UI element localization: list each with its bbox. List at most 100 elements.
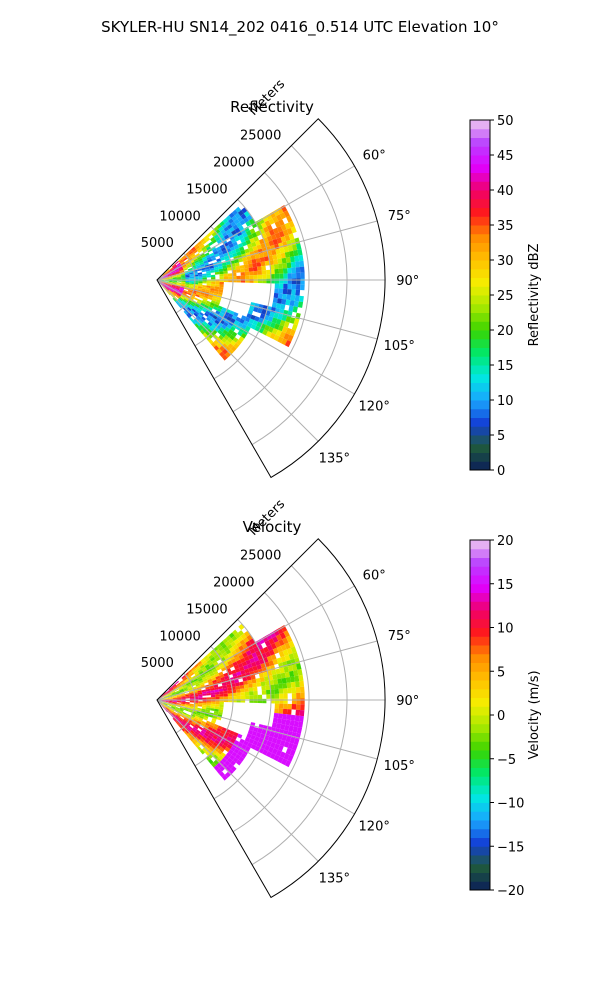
colorbar-tick-label: 40 xyxy=(497,184,514,199)
field-cell xyxy=(293,318,300,326)
field-cell xyxy=(265,651,271,658)
field-cell xyxy=(179,268,184,272)
colorbar-segment xyxy=(470,741,490,751)
field-cell xyxy=(285,736,292,743)
field-cell xyxy=(240,633,247,640)
colorbar-segment xyxy=(470,767,490,777)
field-cell xyxy=(186,263,191,267)
colorbar-segment xyxy=(470,216,490,226)
field-cell xyxy=(236,269,241,273)
field-cell xyxy=(181,696,186,698)
field-cell xyxy=(209,672,215,677)
field-cell xyxy=(195,683,201,687)
colorbar-tick-label: 30 xyxy=(497,254,514,269)
field-cell xyxy=(248,738,255,744)
field-cell xyxy=(240,695,246,700)
field-cell xyxy=(253,727,259,733)
field-cell xyxy=(195,737,200,742)
azimuth-spoke xyxy=(156,279,355,395)
field-cell xyxy=(279,632,287,640)
field-cell xyxy=(264,260,270,266)
field-cell xyxy=(198,701,203,704)
field-cell xyxy=(204,750,210,756)
field-cell xyxy=(177,298,182,303)
field-cell xyxy=(247,243,253,249)
field-cell xyxy=(202,258,208,262)
field-cell xyxy=(242,257,248,262)
field-cell xyxy=(254,736,260,742)
field-cell xyxy=(210,690,215,693)
field-cell xyxy=(246,256,252,261)
field-cell xyxy=(265,331,272,338)
colorbar-segment xyxy=(470,452,490,462)
colorbar-tick-label: 20 xyxy=(497,324,514,339)
range-ring xyxy=(251,145,348,445)
field-cell xyxy=(273,259,279,265)
field-cell xyxy=(273,712,279,719)
field-cell xyxy=(212,322,218,327)
field-cell xyxy=(177,718,182,723)
field-cell xyxy=(224,346,231,352)
field-cell xyxy=(229,334,235,341)
field-cell xyxy=(282,708,288,715)
field-cell xyxy=(172,700,178,702)
field-cell xyxy=(198,242,204,248)
field-cell xyxy=(262,274,267,279)
field-cell xyxy=(279,247,285,254)
field-cell xyxy=(188,690,194,694)
field-cell xyxy=(240,228,246,235)
field-cell xyxy=(171,704,177,707)
field-cell xyxy=(182,264,187,268)
colorbar-segment xyxy=(470,338,490,348)
field-cell xyxy=(275,749,282,757)
field-cell xyxy=(229,226,235,233)
field-cell xyxy=(261,309,267,315)
field-cell xyxy=(234,682,240,687)
field-cell xyxy=(266,689,271,695)
field-cell xyxy=(243,664,249,670)
field-cell xyxy=(291,267,297,274)
field-cell xyxy=(188,288,193,292)
field-cell xyxy=(266,224,273,232)
field-cell xyxy=(190,735,195,740)
field-cell xyxy=(251,652,258,658)
field-cell xyxy=(206,272,211,276)
field-cell xyxy=(180,295,185,300)
field-cell xyxy=(163,702,168,704)
field-cell xyxy=(173,297,178,302)
field-cell xyxy=(207,678,213,683)
range-ring xyxy=(213,619,272,800)
field-cell xyxy=(177,712,182,716)
field-cell xyxy=(292,651,299,659)
field-cell xyxy=(293,300,299,308)
field-cell xyxy=(298,715,304,723)
field-cell xyxy=(167,704,172,706)
field-cell xyxy=(264,680,270,686)
field-cell xyxy=(196,291,201,294)
field-cell xyxy=(293,249,299,257)
radial-tick-label: 15000 xyxy=(186,602,227,617)
field-cell xyxy=(270,694,275,699)
field-cell xyxy=(218,711,223,716)
field-cell xyxy=(200,263,205,267)
field-cell xyxy=(162,692,167,696)
field-cell xyxy=(180,283,186,286)
field-cell xyxy=(244,668,250,674)
azimuth-tick-label: 120° xyxy=(359,819,390,834)
field-cell xyxy=(215,757,222,763)
colorbar-segment xyxy=(470,443,490,453)
field-cell xyxy=(296,698,301,705)
field-cell xyxy=(172,685,177,689)
field-cell xyxy=(183,718,188,722)
field-cell xyxy=(197,286,203,289)
field-cell xyxy=(209,739,215,745)
field-cell xyxy=(193,718,198,723)
field-cell xyxy=(287,245,294,252)
field-cell xyxy=(179,707,185,710)
field-cell xyxy=(171,693,177,696)
field-cell xyxy=(218,760,225,766)
field-cell xyxy=(178,717,183,722)
field-cell xyxy=(164,698,169,699)
field-cell xyxy=(198,680,204,684)
